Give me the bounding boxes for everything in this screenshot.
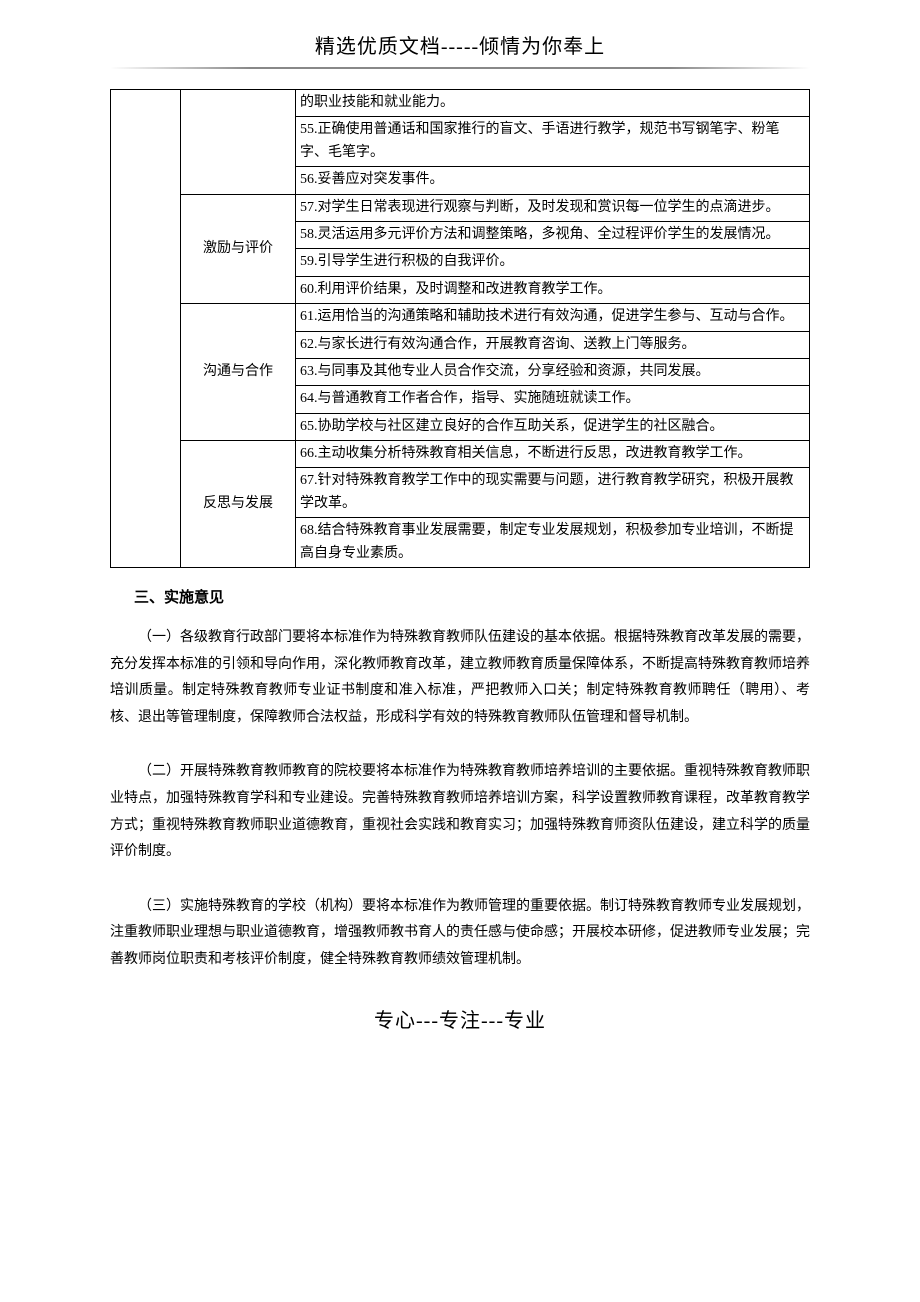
table-cell: 62.与家长进行有效沟通合作，开展教育咨询、送教上门等服务。 [296,331,810,358]
table-cell: 66.主动收集分析特殊教育相关信息，不断进行反思，改进教育教学工作。 [296,441,810,468]
standards-table: 的职业技能和就业能力。 55.正确使用普通话和国家推行的盲文、手语进行教学，规范… [110,89,810,568]
table-cell: 60.利用评价结果，及时调整和改进教育教学工作。 [296,276,810,303]
table-cell: 58.灵活运用多元评价方法和调整策略，多视角、全过程评价学生的发展情况。 [296,221,810,248]
page-footer: 专心---专注---专业 [110,1004,810,1033]
table-cell: 57.对学生日常表现进行观察与判断，及时发现和赏识每一位学生的点滴进步。 [296,194,810,221]
table-cell: 56.妥善应对突发事件。 [296,167,810,194]
header-rule [110,67,810,69]
table-cell: 68.结合特殊教育事业发展需要，制定专业发展规划，积极参加专业培训，不断提高自身… [296,518,810,568]
group-label-0 [181,90,296,195]
table-cell: 67.针对特殊教育教学工作中的现实需要与问题，进行教育教学研究，积极开展教学改革… [296,468,810,518]
table-cell: 64.与普通教育工作者合作，指导、实施随班就读工作。 [296,386,810,413]
section-title: 三、实施意见 [134,586,810,607]
table-col1-spacer [111,90,181,568]
paragraph-1: （一）各级教育行政部门要将本标准作为特殊教育教师队伍建设的基本依据。根据特殊教育… [110,625,810,731]
table-cell: 55.正确使用普通话和国家推行的盲文、手语进行教学，规范书写钢笔字、粉笔字、毛笔… [296,117,810,167]
table-cell: 65.协助学校与社区建立良好的合作互助关系，促进学生的社区融合。 [296,413,810,440]
group-label-3: 反思与发展 [181,441,296,568]
table-cell: 的职业技能和就业能力。 [296,90,810,117]
table-cell: 61.运用恰当的沟通策略和辅助技术进行有效沟通，促进学生参与、互动与合作。 [296,304,810,331]
group-label-1: 激励与评价 [181,194,296,304]
paragraph-3: （三）实施特殊教育的学校（机构）要将本标准作为教师管理的重要依据。制订特殊教育教… [110,894,810,974]
page-header: 精选优质文档-----倾情为你奉上 [110,30,810,59]
paragraph-2: （二）开展特殊教育教师教育的院校要将本标准作为特殊教育教师培养培训的主要依据。重… [110,759,810,865]
table-cell: 59.引导学生进行积极的自我评价。 [296,249,810,276]
group-label-2: 沟通与合作 [181,304,296,441]
table-cell: 63.与同事及其他专业人员合作交流，分享经验和资源，共同发展。 [296,358,810,385]
